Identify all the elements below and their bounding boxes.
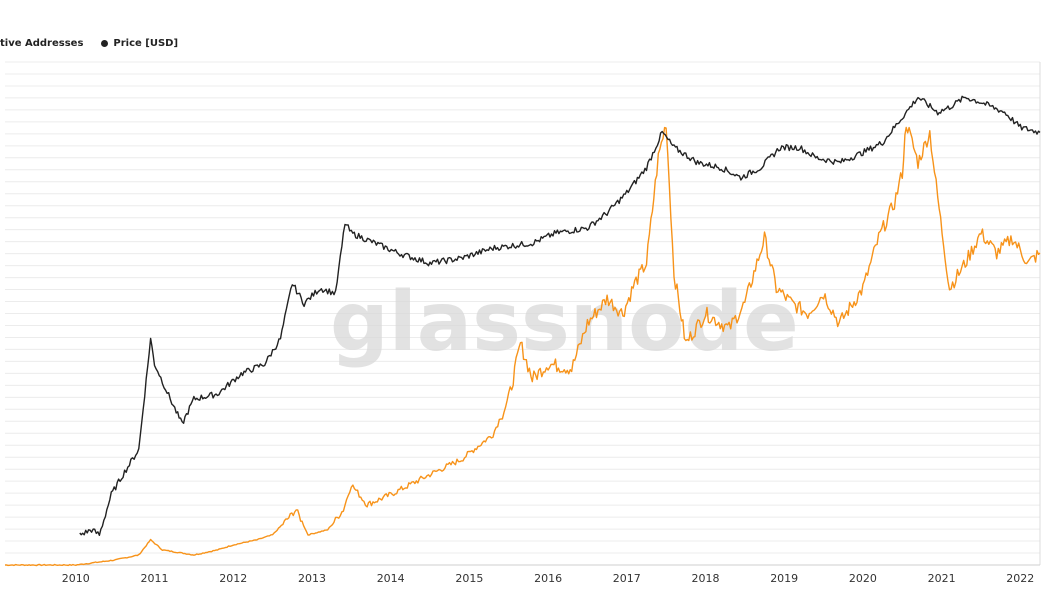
x-tick-label: 2017 [613, 572, 641, 585]
x-tick-label: 2018 [692, 572, 720, 585]
x-tick-label: 2021 [928, 572, 956, 585]
grid [5, 61, 1041, 566]
x-tick-label: 2011 [141, 572, 169, 585]
x-tick-label: 2013 [298, 572, 326, 585]
x-tick-label: 2016 [534, 572, 562, 585]
glassnode-watermark: glassnode [330, 275, 799, 370]
x-tick-label: 2012 [219, 572, 247, 585]
x-tick-label: 2014 [377, 572, 405, 585]
series-layer [4, 95, 1041, 567]
x-axis: 2010 2011 2012 2013 2014 2015 2016 2017 2018 2019… [62, 572, 1034, 585]
legend-label-price: Price [USD] [113, 38, 179, 49]
x-tick-label: 2010 [62, 572, 90, 585]
active-addresses-line[interactable] [4, 126, 1041, 567]
legend-item-price[interactable]: Price [USD] [101, 38, 178, 49]
legend-label-active-addresses: tive Addresses [0, 38, 84, 49]
x-tick-label: 2020 [849, 572, 877, 585]
legend: tive Addresses Price [USD] [0, 38, 196, 49]
legend-item-active-addresses[interactable]: tive Addresses [0, 38, 83, 49]
price-line[interactable] [79, 95, 1041, 536]
price-dot-icon [101, 40, 109, 47]
x-tick-label: 2019 [770, 572, 798, 585]
x-tick-label: 2022 [1006, 572, 1034, 585]
x-tick-label: 2015 [455, 572, 483, 585]
